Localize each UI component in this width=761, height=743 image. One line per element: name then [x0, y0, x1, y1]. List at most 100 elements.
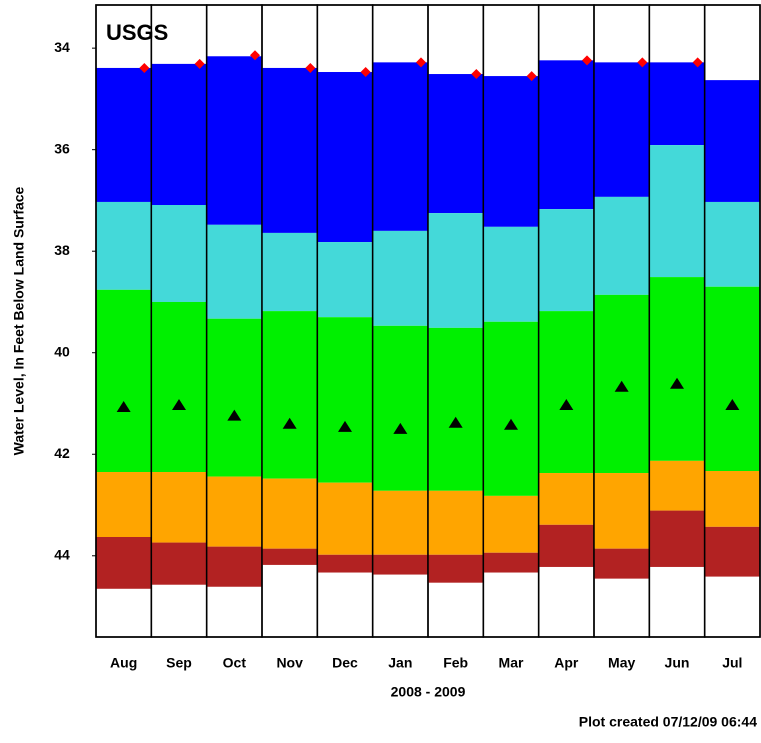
- x-tick-label: Aug: [110, 655, 137, 671]
- y-tick-label: 36: [54, 140, 70, 156]
- x-tick-label: Dec: [332, 655, 358, 671]
- x-tick-label: Jun: [665, 655, 690, 671]
- percentile-band: [649, 460, 705, 511]
- max-marker: [360, 67, 371, 78]
- percentile-band: [206, 224, 262, 319]
- level-marker: [338, 420, 352, 432]
- percentile-band: [262, 232, 318, 312]
- percentile-band: [372, 554, 428, 575]
- percentile-band: [206, 56, 262, 225]
- percentile-band: [96, 536, 152, 589]
- percentile-band: [704, 526, 760, 577]
- max-marker: [250, 50, 260, 61]
- percentile-band: [96, 201, 152, 290]
- percentile-band: [151, 301, 207, 473]
- max-marker: [582, 55, 592, 66]
- percentile-band: [538, 311, 594, 474]
- x-tick-label: Jan: [388, 655, 412, 671]
- percentile-band: [372, 490, 428, 555]
- percentile-band: [483, 552, 539, 573]
- footer: Plot created 07/12/09 06:44: [579, 714, 757, 730]
- y-tick-label: 34: [54, 39, 70, 55]
- max-marker: [305, 62, 316, 73]
- percentile-band: [262, 311, 318, 479]
- x-tick-label: Feb: [443, 655, 468, 671]
- percentile-band: [428, 554, 484, 583]
- max-marker: [471, 69, 482, 80]
- max-marker: [194, 58, 205, 69]
- percentile-band: [317, 482, 373, 555]
- percentile-band: [96, 472, 152, 537]
- percentile-band: [594, 473, 650, 549]
- percentile-band: [538, 209, 594, 312]
- level-marker: [393, 422, 408, 434]
- percentile-band: [151, 63, 207, 206]
- y-tick-label: 40: [54, 343, 70, 359]
- x-tick-label: Apr: [554, 655, 579, 671]
- percentile-band: [372, 62, 428, 231]
- max-marker: [139, 62, 150, 73]
- percentile-band: [483, 495, 539, 553]
- percentile-band: [649, 510, 705, 567]
- level-marker: [559, 399, 574, 411]
- percentile-band: [428, 74, 484, 214]
- percentile-band: [483, 76, 539, 227]
- max-marker: [637, 57, 648, 68]
- percentile-band: [206, 546, 262, 587]
- percentile-band: [649, 62, 705, 146]
- level-marker: [116, 401, 131, 413]
- percentile-band: [317, 554, 373, 573]
- x-axis-label: 2008 - 2009: [391, 684, 466, 700]
- percentile-band: [538, 473, 594, 525]
- percentile-band: [594, 196, 650, 295]
- percentile-band: [206, 476, 262, 547]
- y-tick-label: 44: [54, 546, 70, 562]
- percentile-band: [206, 318, 262, 477]
- x-tick-label: Jul: [722, 655, 742, 671]
- y-tick-label: 42: [54, 445, 70, 461]
- percentile-band: [704, 471, 760, 527]
- percentile-band: [649, 277, 705, 461]
- percentile-band: [262, 478, 318, 549]
- level-marker: [227, 409, 242, 421]
- percentile-band: [649, 145, 705, 278]
- percentile-band: [704, 80, 760, 202]
- logo: USGS: [106, 20, 168, 45]
- percentile-band: [538, 524, 594, 567]
- percentile-band: [428, 213, 484, 328]
- y-axis-label: Water Level, In Feet Below Land Surface: [11, 186, 27, 455]
- level-marker: [504, 418, 518, 430]
- x-tick-label: Mar: [499, 655, 524, 671]
- percentile-band: [428, 490, 484, 555]
- percentile-band: [704, 201, 760, 287]
- max-marker: [416, 57, 426, 68]
- percentile-band: [96, 67, 152, 202]
- x-tick-label: Oct: [223, 655, 247, 671]
- level-marker: [448, 416, 463, 428]
- percentile-band: [428, 327, 484, 491]
- percentile-band: [483, 226, 539, 322]
- percentile-band: [594, 62, 650, 197]
- x-tick-label: May: [608, 655, 635, 671]
- percentile-band: [262, 548, 318, 565]
- y-tick-label: 38: [54, 242, 70, 258]
- level-marker: [725, 399, 740, 411]
- percentile-band: [372, 230, 428, 326]
- x-tick-label: Nov: [276, 655, 303, 671]
- plot-frame: [95, 4, 761, 638]
- level-marker: [282, 417, 297, 429]
- percentile-band: [262, 67, 318, 233]
- level-marker: [614, 380, 629, 392]
- level-marker: [172, 399, 186, 411]
- percentile-band: [538, 60, 594, 210]
- level-marker: [670, 377, 684, 389]
- percentile-band: [372, 325, 428, 491]
- percentile-band: [317, 242, 373, 318]
- percentile-band: [483, 321, 539, 496]
- percentile-band: [151, 205, 207, 302]
- max-marker: [526, 71, 537, 82]
- percentile-band: [317, 317, 373, 483]
- percentile-band: [317, 72, 373, 243]
- x-tick-label: Sep: [166, 655, 192, 671]
- percentile-band: [594, 548, 650, 579]
